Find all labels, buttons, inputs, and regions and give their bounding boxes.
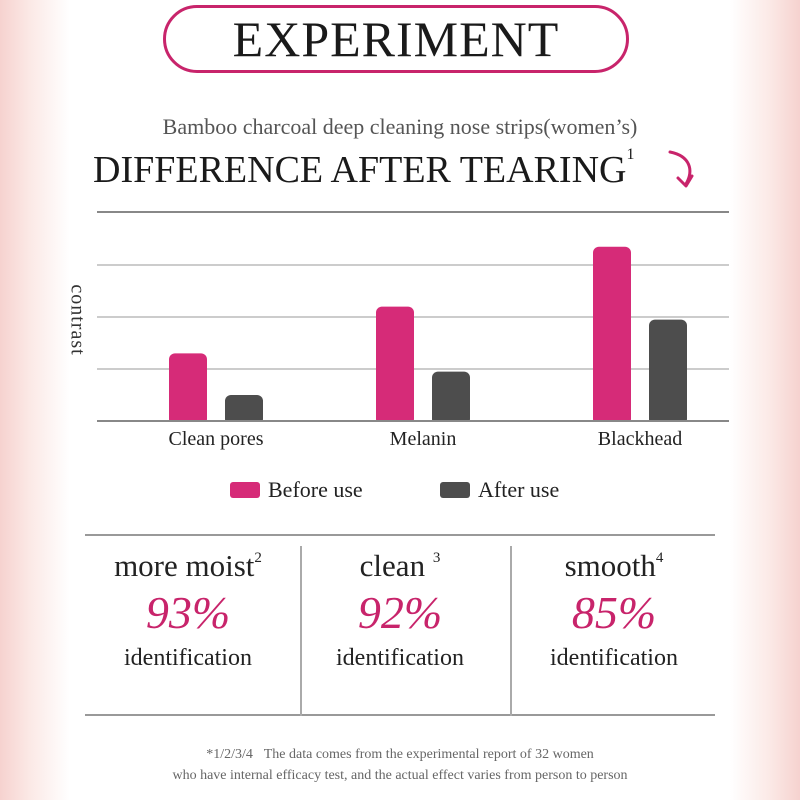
y-axis-label: contrast — [65, 270, 89, 370]
bar-after-clean-pores — [225, 395, 263, 425]
legend-swatch-after — [440, 482, 470, 498]
legend-label-before: Before use — [268, 477, 363, 502]
category-label-blackhead: Blackhead — [597, 428, 683, 450]
bar-after-blackhead — [649, 319, 687, 425]
footnote: *1/2/3/4 The data comes from the experim… — [0, 744, 800, 786]
stats-column-divider — [510, 546, 512, 716]
legend-after: After use — [440, 477, 559, 503]
footnote-line-2: who have internal efficacy test, and the… — [172, 768, 628, 783]
bar-after-melanin — [432, 371, 470, 425]
stat-name: clean 3 — [359, 548, 441, 583]
stat-clean: clean 3 92% identification — [295, 548, 505, 672]
baseline-mask — [97, 422, 729, 428]
legend-before: Before use — [230, 477, 363, 503]
headline: DIFFERENCE AFTER TEARING1 — [93, 146, 635, 192]
stat-name: more moist2 — [114, 548, 262, 583]
stat-footnote-mark: 4 — [655, 550, 664, 566]
legend-label-after: After use — [478, 477, 560, 502]
bar-before-melanin — [376, 306, 414, 425]
subtitle: Bamboo charcoal deep cleaning nose strip… — [162, 114, 638, 139]
legend-swatch-before — [230, 482, 260, 498]
page-title: EXPERIMENT — [232, 11, 560, 67]
stat-label: identification — [550, 645, 678, 671]
stats-top-divider — [85, 534, 715, 536]
y-axis-label-text: contrast — [66, 284, 89, 356]
category-label-clean-pores: Clean pores — [168, 428, 264, 450]
stat-footnote-mark: 3 — [432, 550, 441, 566]
stat-percent: 92% — [357, 587, 443, 638]
headline-footnote-mark: 1 — [626, 146, 635, 163]
curved-arrow-icon — [668, 150, 694, 188]
stat-footnote-mark: 2 — [254, 550, 262, 566]
stat-percent: 93% — [145, 587, 231, 638]
stat-label: identification — [124, 645, 252, 671]
category-label-melanin: Melanin — [389, 428, 457, 450]
footnote-line-1: *1/2/3/4 The data comes from the experim… — [206, 747, 594, 762]
stat-percent: 85% — [571, 587, 657, 638]
stat-more-moist: more moist2 93% identification — [83, 548, 293, 672]
bar-before-blackhead — [593, 246, 631, 425]
bar-before-clean-pores — [169, 353, 207, 425]
top-divider — [97, 211, 729, 213]
stat-label: identification — [336, 645, 464, 671]
stat-name: smooth4 — [564, 548, 664, 583]
title-banner: EXPERIMENT — [163, 5, 629, 73]
stats-column-divider — [300, 546, 302, 716]
stat-smooth: smooth4 85% identification — [509, 548, 719, 672]
headline-text: DIFFERENCE AFTER TEARING — [93, 149, 627, 191]
stats-bottom-divider — [85, 714, 715, 716]
